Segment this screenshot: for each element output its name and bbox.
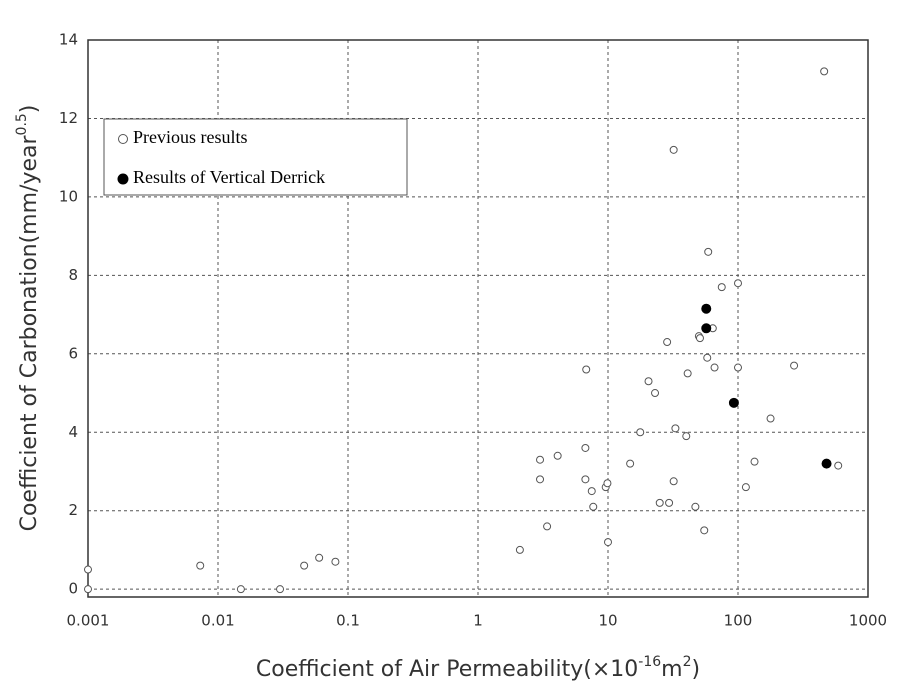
y-tick-label: 12 — [59, 109, 78, 127]
y-tick-label: 6 — [68, 344, 78, 362]
point — [331, 557, 340, 566]
point — [636, 428, 645, 437]
y-tick-label: 14 — [59, 31, 78, 49]
point — [276, 585, 285, 594]
point — [536, 475, 545, 484]
point — [515, 545, 524, 554]
point — [728, 397, 739, 408]
point — [589, 502, 598, 511]
y-tick-label: 4 — [68, 423, 78, 441]
point — [582, 365, 591, 374]
point — [700, 526, 709, 535]
legend-marker — [118, 134, 128, 144]
point — [603, 479, 612, 488]
point — [704, 247, 713, 256]
point — [581, 443, 590, 452]
point — [734, 279, 742, 288]
point — [834, 461, 843, 470]
point — [543, 522, 552, 531]
point — [581, 475, 590, 484]
y-tick-label: 8 — [68, 266, 78, 284]
y-axis-label: Coefficient of Carbonation(mm/year0.5) — [14, 105, 42, 532]
point — [300, 561, 309, 570]
point — [553, 451, 562, 460]
label-part: 0.5 — [14, 113, 30, 135]
point — [683, 369, 692, 378]
x-tick-label: 100 — [724, 612, 753, 630]
y-tick-label: 10 — [59, 187, 78, 205]
point — [655, 498, 664, 507]
point — [710, 363, 719, 372]
point — [536, 455, 545, 464]
point — [691, 502, 700, 511]
x-tick-label: 0.01 — [201, 612, 234, 630]
label-part: m — [661, 657, 682, 682]
point — [703, 353, 712, 362]
point — [820, 67, 829, 76]
label-part: Coefficient of Carbonation(mm/year — [17, 135, 42, 532]
point — [701, 303, 712, 314]
point — [717, 283, 726, 292]
label-part: ) — [692, 657, 701, 682]
point — [196, 561, 205, 570]
point — [821, 458, 832, 469]
x-tick-label: 0.1 — [336, 612, 360, 630]
point — [750, 457, 759, 466]
point — [665, 498, 674, 507]
plot-frame — [87, 39, 869, 598]
point — [734, 363, 742, 372]
point — [741, 483, 750, 492]
point — [84, 565, 92, 574]
legend-box — [103, 118, 408, 196]
point — [790, 361, 799, 370]
point — [84, 585, 92, 594]
x-tick-label: 10 — [598, 612, 617, 630]
point — [701, 323, 712, 334]
point — [766, 414, 775, 423]
legend-label: Previous results — [133, 127, 248, 147]
point — [236, 585, 245, 594]
point — [669, 145, 678, 154]
legend-label: Results of Vertical Derrick — [133, 167, 325, 187]
point — [604, 538, 612, 547]
point — [671, 424, 680, 433]
point — [626, 459, 635, 468]
point — [587, 487, 596, 496]
point — [651, 389, 660, 398]
label-part: -16 — [638, 654, 661, 670]
y-tick-label: 2 — [68, 501, 78, 519]
label-part: 2 — [683, 654, 692, 670]
point — [663, 338, 672, 347]
y-tick-label: 0 — [68, 580, 78, 598]
point — [669, 477, 678, 486]
x-tick-label: 1 — [473, 612, 483, 630]
label-part: Coefficient of Air Permeability(×10 — [256, 657, 638, 682]
label-part: ) — [17, 105, 42, 114]
point — [315, 553, 324, 562]
legend-marker — [117, 173, 129, 185]
x-tick-label: 1000 — [849, 612, 887, 630]
point — [695, 334, 704, 343]
x-tick-label: 0.001 — [67, 612, 110, 630]
point — [682, 432, 691, 441]
x-axis-label: Coefficient of Air Permeability(×10-16m2… — [256, 654, 700, 682]
point — [644, 377, 653, 386]
